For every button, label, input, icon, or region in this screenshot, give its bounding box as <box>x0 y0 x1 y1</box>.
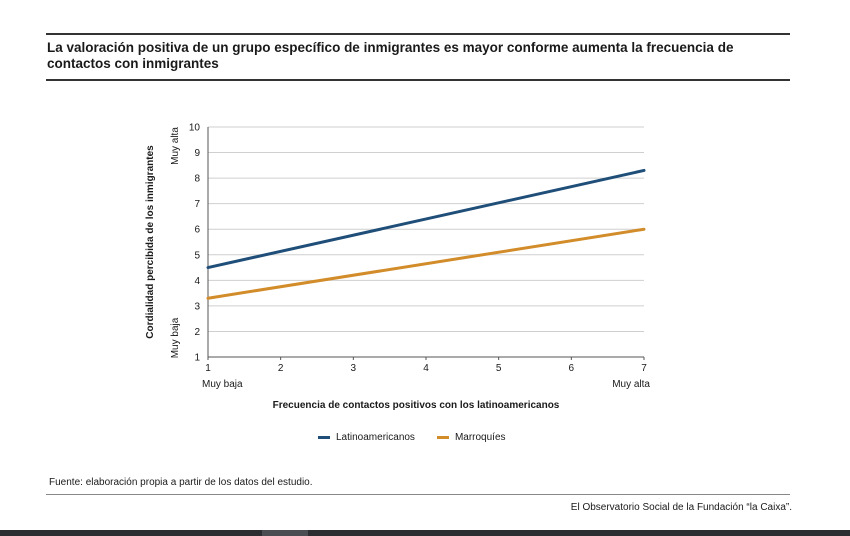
y-axis-title: Cordialidad percibida de los inmigrantes <box>145 145 156 339</box>
legend-swatch-marroquies <box>436 436 449 439</box>
chart-title: La valoración positiva de un grupo espec… <box>47 40 734 71</box>
y-tick-label-4: 4 <box>194 276 200 287</box>
legend-swatch-latinoamericanos <box>318 436 330 439</box>
footer-rule <box>46 494 790 495</box>
series-lines <box>206 168 646 300</box>
y-tick-label-7: 7 <box>194 199 200 210</box>
tick-labels: 1 2 3 4 5 6 7 8 9 10 1 2 3 4 5 6 7 <box>189 123 647 375</box>
y-tick-label-3: 3 <box>194 301 200 312</box>
series-line-marroquies <box>206 227 646 300</box>
credit-note: El Observatorio Social de la Fundación “… <box>570 502 792 513</box>
x-tick-label-3: 3 <box>351 363 357 374</box>
legend-item-marroquies: Marroquíes <box>436 432 506 443</box>
bottom-bar-tab <box>262 530 308 536</box>
x-tick-label-4: 4 <box>423 363 429 374</box>
chart-card: La valoración positiva de un grupo espec… <box>46 33 792 513</box>
line-chart: 1 2 3 4 5 6 7 8 9 10 1 2 3 4 5 6 7 Muy baja Muy alta Frecu… <box>145 123 650 412</box>
x-axis-title: Frecuencia de contactos positivos con lo… <box>273 400 560 411</box>
y-tick-label-1: 1 <box>194 353 200 364</box>
series-line-latinoamericanos <box>206 168 646 270</box>
y-extreme-label-high: Muy alta <box>170 127 181 165</box>
x-extreme-label-low: Muy baja <box>202 379 243 390</box>
y-tick-label-6: 6 <box>194 225 200 236</box>
top-rule <box>46 33 790 35</box>
x-tick-label-1: 1 <box>205 363 211 374</box>
title-underline <box>46 79 790 81</box>
x-extreme-label-high: Muy alta <box>612 379 650 390</box>
y-tick-label-8: 8 <box>194 174 200 185</box>
window-bottom-bar <box>0 530 850 536</box>
y-tick-label-9: 9 <box>194 148 200 159</box>
page-margin <box>828 0 850 536</box>
axes <box>207 127 645 360</box>
x-tick-label-5: 5 <box>496 363 502 374</box>
y-tick-label-10: 10 <box>189 123 201 134</box>
x-tick-label-2: 2 <box>278 363 284 374</box>
x-tick-label-7: 7 <box>641 363 647 374</box>
y-tick-label-2: 2 <box>194 327 200 338</box>
grid-lines <box>208 126 644 332</box>
legend: Latinoamericanos Marroquíes <box>318 432 506 443</box>
y-tick-label-5: 5 <box>194 250 200 261</box>
x-tick-label-6: 6 <box>569 363 575 374</box>
axis-labels: Muy baja Muy alta Frecuencia de contactos … <box>145 127 650 411</box>
legend-item-latinoamericanos: Latinoamericanos <box>318 432 415 443</box>
source-note: Fuente: elaboración propia a partir de l… <box>49 477 313 488</box>
legend-label-marroquies: Marroquíes <box>454 432 506 443</box>
legend-label-latinoamericanos: Latinoamericanos <box>336 432 415 443</box>
y-extreme-label-low: Muy baja <box>170 317 181 358</box>
